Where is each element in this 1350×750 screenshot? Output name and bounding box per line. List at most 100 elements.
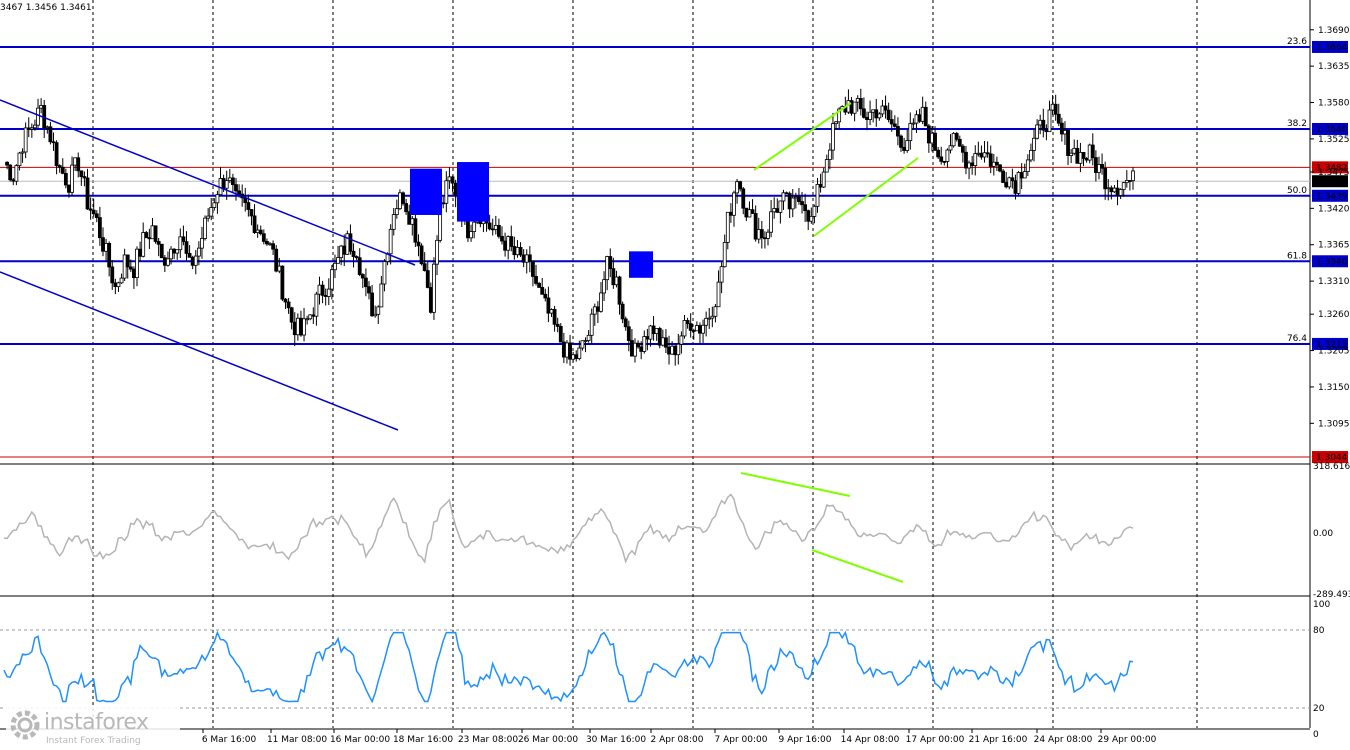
candle-body — [1041, 119, 1046, 131]
candle-body — [357, 257, 362, 275]
candle-body — [626, 326, 631, 341]
candle-body — [128, 266, 133, 270]
candle-body — [633, 342, 637, 357]
candle-body — [190, 256, 195, 266]
candle-body — [187, 253, 192, 258]
candle-body — [107, 243, 112, 268]
logo-name: instaforex — [44, 710, 149, 735]
candle-body — [1019, 172, 1024, 179]
candle-body — [540, 287, 545, 295]
candle-body — [23, 127, 28, 153]
candle-body — [339, 245, 344, 258]
fib-level-label: 61.8 — [1287, 251, 1307, 261]
candle-body — [227, 177, 232, 181]
rsi-tick-label: 100 — [1313, 600, 1330, 610]
candle-body — [877, 113, 882, 119]
date-tick-label: 30 Mar 16:00 — [586, 735, 646, 745]
candle-body — [252, 215, 257, 233]
candle-body — [735, 181, 739, 194]
price-tick-label: 1.3150 — [1318, 383, 1350, 393]
candle-body — [728, 211, 733, 216]
price-tick-label: 1.3365 — [1318, 241, 1350, 251]
candle-body — [592, 306, 597, 315]
candle-body — [725, 211, 730, 243]
price-tag — [1312, 40, 1348, 53]
candle-body — [809, 215, 814, 222]
candle-body — [212, 202, 217, 208]
candle-body — [1004, 182, 1009, 188]
candle-body — [51, 141, 56, 144]
candle-body — [268, 243, 272, 246]
candle-body — [407, 211, 412, 225]
candle-body — [549, 309, 554, 314]
candle-body — [1063, 130, 1067, 135]
candle-body — [979, 152, 984, 158]
candle-body — [311, 314, 316, 317]
candle-body — [416, 241, 421, 247]
price-tick-label: 1.3310 — [1318, 277, 1350, 287]
fib-level-label: 76.4 — [1287, 334, 1307, 344]
candle-body — [933, 132, 937, 151]
candle-body — [147, 237, 152, 240]
candle-body — [196, 247, 201, 257]
candle-body — [772, 208, 777, 213]
candle-body — [422, 263, 427, 271]
candle-body — [444, 180, 449, 204]
candle-body — [905, 140, 910, 151]
date-tick-label: 7 Apr 00:00 — [715, 735, 768, 745]
candle-body — [1044, 129, 1049, 133]
candle-body — [664, 337, 668, 348]
candle-body — [660, 337, 665, 346]
date-tick-label: 24 Apr 08:00 — [1034, 735, 1093, 745]
price-tag — [1312, 255, 1348, 268]
candle-body — [73, 157, 78, 166]
candle-body — [493, 225, 498, 230]
cci-tick-label: -289.4931 — [1313, 590, 1350, 600]
signal-box — [457, 162, 489, 222]
candle-body — [676, 343, 681, 356]
candle-body — [39, 105, 44, 109]
candle-body — [599, 292, 603, 312]
candle-body — [719, 266, 724, 283]
candle-body — [673, 345, 678, 356]
candle-body — [326, 288, 331, 297]
candle-body — [722, 241, 727, 268]
price-tag-value: 1.3044 — [1316, 453, 1348, 463]
candle-body — [902, 146, 907, 151]
candle-body — [156, 241, 161, 245]
candle-body — [14, 165, 19, 182]
price-tag-value: 1.3439 — [1316, 192, 1348, 202]
candle-body — [1001, 170, 1005, 183]
candle-body — [648, 325, 653, 340]
candle-body — [784, 192, 789, 195]
candle-body — [308, 314, 313, 320]
candle-body — [1087, 144, 1092, 161]
candle-body — [806, 210, 811, 222]
candle-body — [926, 125, 931, 144]
candle-body — [370, 292, 374, 317]
candle-body — [939, 156, 944, 162]
candle-body — [274, 248, 279, 272]
cci-panel — [3, 472, 1134, 583]
candle-body — [868, 111, 872, 120]
candle-body — [1025, 159, 1030, 172]
candle-body — [803, 204, 808, 212]
candle-body — [119, 277, 124, 284]
candle-body — [305, 318, 310, 321]
candle-body — [948, 145, 953, 151]
date-tick-label: 26 Mar 00:00 — [518, 735, 578, 745]
candle-body — [682, 320, 687, 337]
candle-body — [957, 138, 962, 147]
candle-body — [667, 346, 671, 355]
candle-body — [534, 276, 538, 284]
candle-body — [1109, 187, 1114, 193]
candles — [5, 88, 1135, 366]
candle-body — [1032, 137, 1036, 151]
candle-body — [286, 301, 291, 309]
candle-body — [413, 218, 418, 243]
candle-body — [70, 164, 74, 193]
candle-body — [914, 114, 919, 124]
candle-body — [524, 254, 529, 263]
candle-body — [122, 254, 127, 279]
